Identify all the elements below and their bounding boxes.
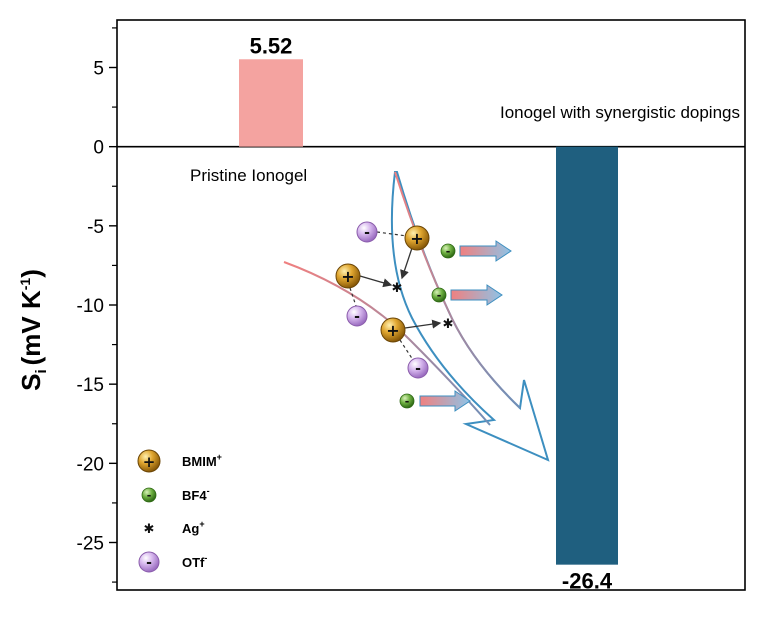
otf-anion-icon: - xyxy=(346,305,368,327)
otf-anion-icon xyxy=(138,551,160,573)
bar-pristine-ionogel xyxy=(239,59,303,147)
bf4-anion-icon: - xyxy=(440,243,456,259)
otf-anion-icon: - xyxy=(356,221,378,243)
y-axis-unit-close: ) xyxy=(16,269,46,278)
y-axis-symbol-subscript: i xyxy=(33,369,50,373)
big-arrow-icon xyxy=(390,171,550,462)
svg-text:-: - xyxy=(354,309,360,325)
legend-item-otf: - OTf- xyxy=(138,551,207,573)
y-tick-label: -5 xyxy=(87,217,104,238)
svg-text:+: + xyxy=(410,229,423,248)
ag-ion-icon: ✱ xyxy=(443,317,454,332)
y-tick-label: 5 xyxy=(93,59,104,80)
legend-sup-bf4: - xyxy=(207,486,210,496)
mechanism-illustration: + + + - - - ✱ ✱ - xyxy=(283,171,550,462)
ag-ion-icon: ✱ xyxy=(144,522,155,537)
svg-text:-: - xyxy=(446,245,451,258)
drift-arrow-icon xyxy=(459,240,512,262)
y-tick-label: 0 xyxy=(93,138,104,159)
pathway-curve-upper xyxy=(394,171,521,409)
y-tick-label: -25 xyxy=(77,534,104,555)
bmim-cation-icon: + xyxy=(335,263,361,289)
y-axis-label: Si (mV K-1) xyxy=(16,269,50,391)
svg-text:BMIM+: BMIM+ xyxy=(182,452,222,469)
y-tick-label: -10 xyxy=(77,296,104,317)
bf4-anion-icon xyxy=(141,487,157,503)
legend-label-bf4: BF4 xyxy=(182,488,207,503)
value-label: 5.52 xyxy=(250,33,293,58)
svg-text:-: - xyxy=(405,395,410,408)
legend-item-bmim: + BMIM+ xyxy=(137,449,222,473)
svg-text:-: - xyxy=(364,225,370,241)
svg-text:OTf-: OTf- xyxy=(182,553,207,570)
legend-item-ag: ✱ Ag+ xyxy=(144,519,205,537)
svg-text:-: - xyxy=(415,361,421,377)
bmim-cation-icon: + xyxy=(380,317,406,343)
category-annotations-group: Pristine Ionogel Ionogel with synergistic… xyxy=(190,103,740,185)
legend-item-bf4: - BF4- xyxy=(141,486,210,503)
legend: + BMIM+ - BF4- ✱ Ag+ - OTf- xyxy=(137,449,222,573)
y-axis-unit-superscript: -1 xyxy=(17,278,33,291)
svg-text:+: + xyxy=(386,321,399,340)
category-label: Ionogel with synergistic dopings xyxy=(500,103,740,122)
y-axis-unit: (mV K xyxy=(16,290,46,365)
legend-sup-ag: + xyxy=(199,519,204,529)
legend-label-ag: Ag xyxy=(182,521,199,536)
svg-text:-: - xyxy=(147,489,152,502)
svg-text:+: + xyxy=(341,267,354,286)
bf4-anion-icon: - xyxy=(399,393,415,409)
ag-ion-icon: ✱ xyxy=(392,281,403,296)
legend-label-otf: OTf xyxy=(182,555,205,570)
bars-group xyxy=(239,59,618,565)
legend-sup-bmim: + xyxy=(217,452,222,462)
y-axis: 5 0 -5 -10 -15 -20 -25 xyxy=(77,27,117,583)
svg-text:+: + xyxy=(143,453,156,471)
y-tick-label: -15 xyxy=(77,375,104,396)
legend-sup-otf: - xyxy=(204,553,207,563)
bmim-cation-icon: + xyxy=(404,225,430,251)
drift-arrow-icon xyxy=(419,390,471,412)
drift-arrow-icon xyxy=(450,284,503,306)
category-label: Pristine Ionogel xyxy=(190,166,307,185)
svg-text:Ag+: Ag+ xyxy=(182,519,205,536)
value-labels-group: 5.52 -26.4 xyxy=(250,33,613,593)
svg-text:-: - xyxy=(437,289,442,302)
bar-synergistic-doping xyxy=(556,146,618,565)
bf4-anion-icon: - xyxy=(431,287,447,303)
value-label: -26.4 xyxy=(562,569,613,594)
bmim-cation-icon xyxy=(137,449,161,473)
svg-text:BF4-: BF4- xyxy=(182,486,210,503)
svg-text:-: - xyxy=(146,555,152,571)
otf-anion-icon: - xyxy=(407,357,429,379)
y-axis-symbol: S xyxy=(16,374,46,391)
legend-label-bmim: BMIM xyxy=(182,454,217,469)
y-tick-label: -20 xyxy=(77,454,104,475)
